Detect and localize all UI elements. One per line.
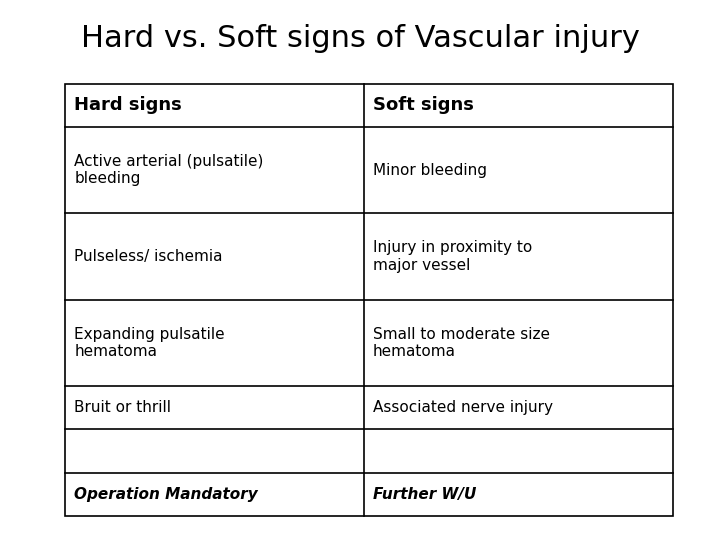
Text: Hard vs. Soft signs of Vascular injury: Hard vs. Soft signs of Vascular injury xyxy=(81,24,639,53)
Text: Small to moderate size
hematoma: Small to moderate size hematoma xyxy=(373,327,550,359)
Text: Operation Mandatory: Operation Mandatory xyxy=(74,487,258,502)
Text: Injury in proximity to
major vessel: Injury in proximity to major vessel xyxy=(373,240,532,273)
Text: Expanding pulsatile
hematoma: Expanding pulsatile hematoma xyxy=(74,327,225,359)
Text: Pulseless/ ischemia: Pulseless/ ischemia xyxy=(74,249,222,264)
Text: Active arterial (pulsatile)
bleeding: Active arterial (pulsatile) bleeding xyxy=(74,154,264,186)
Text: Associated nerve injury: Associated nerve injury xyxy=(373,400,553,415)
Text: Hard signs: Hard signs xyxy=(74,96,182,114)
Text: Soft signs: Soft signs xyxy=(373,96,474,114)
Text: Minor bleeding: Minor bleeding xyxy=(373,163,487,178)
Text: Bruit or thrill: Bruit or thrill xyxy=(74,400,171,415)
Text: Further W/U: Further W/U xyxy=(373,487,477,502)
